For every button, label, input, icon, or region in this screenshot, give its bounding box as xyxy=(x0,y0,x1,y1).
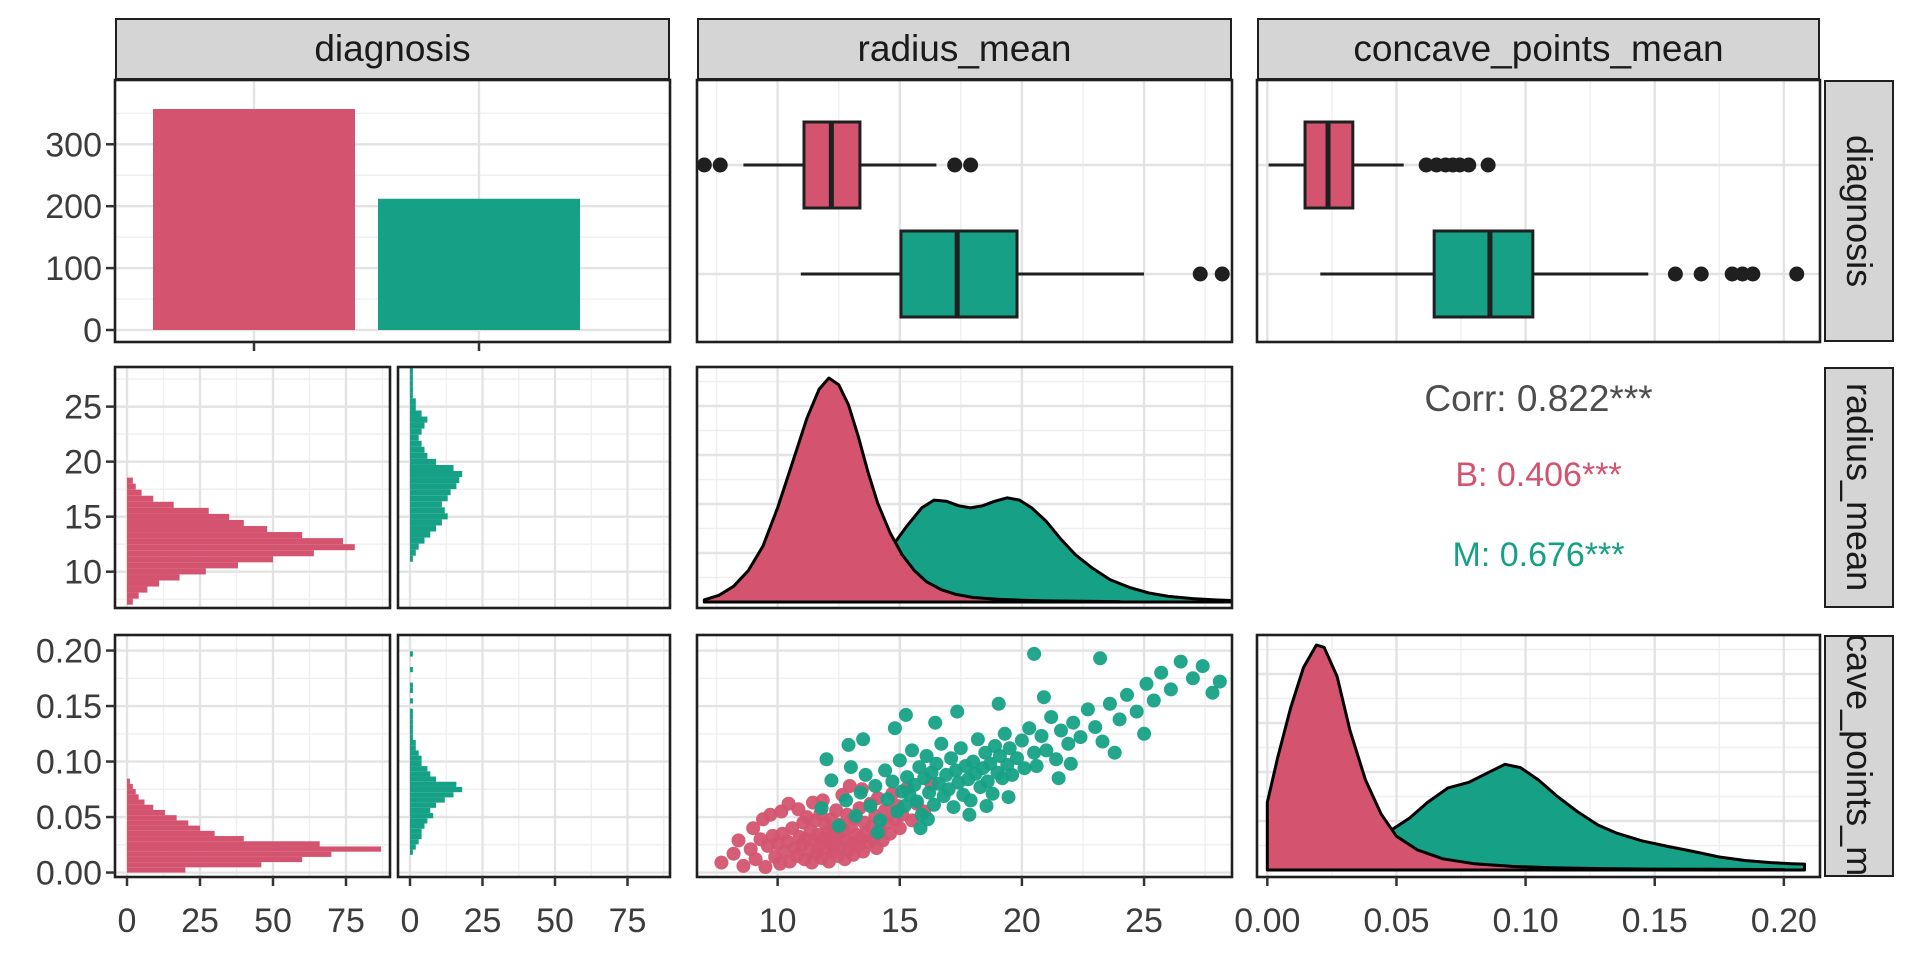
svg-text:0.05: 0.05 xyxy=(36,799,102,837)
density-curve-B xyxy=(1265,643,1786,872)
corr-malignant-label: M: 0.676*** xyxy=(1452,536,1625,574)
strip-right-radius-mean: radius_mean xyxy=(1824,367,1894,608)
strip-label: concave_points_mean xyxy=(1839,635,1880,877)
panel-radius-boxplots xyxy=(695,78,1234,344)
svg-text:0.15: 0.15 xyxy=(36,688,102,726)
svg-text:200: 200 xyxy=(45,188,102,226)
histogram-bars-M xyxy=(410,368,463,562)
strip-top-concave-points-mean: concave_points_mean xyxy=(1257,18,1820,80)
svg-text:15: 15 xyxy=(64,499,102,537)
strip-label: diagnosis xyxy=(314,28,471,69)
svg-text:0.00: 0.00 xyxy=(36,855,102,893)
strip-label: radius_mean xyxy=(857,28,1072,69)
boxplot-M xyxy=(1320,229,1805,319)
svg-text:10: 10 xyxy=(759,902,797,940)
scatter-points-B xyxy=(714,776,939,874)
panel-radius-hist-facet-B xyxy=(113,365,392,610)
boxplot-B xyxy=(1268,120,1496,210)
svg-text:0.10: 0.10 xyxy=(36,744,102,782)
scatter-points-M xyxy=(814,646,1227,840)
svg-text:0.10: 0.10 xyxy=(1492,902,1558,940)
corr-overall-label: Corr: 0.822*** xyxy=(1424,378,1653,419)
density-curve-B xyxy=(702,376,1122,604)
strip-top-radius-mean: radius_mean xyxy=(697,18,1232,80)
svg-text:75: 75 xyxy=(327,902,365,940)
histogram-bars-B xyxy=(127,778,382,873)
strip-right-diagnosis: diagnosis xyxy=(1824,80,1894,342)
svg-text:20: 20 xyxy=(64,444,102,482)
panel-radius-density xyxy=(695,365,1234,610)
svg-text:50: 50 xyxy=(254,902,292,940)
strip-top-diagnosis: diagnosis xyxy=(115,18,670,80)
svg-text:100: 100 xyxy=(45,250,102,288)
svg-text:25: 25 xyxy=(181,902,219,940)
svg-text:25: 25 xyxy=(464,902,502,940)
panel-concave-density xyxy=(1255,633,1822,879)
panel-concave-hist-facet-B xyxy=(113,633,392,879)
svg-text:300: 300 xyxy=(45,126,102,164)
svg-text:0.00: 0.00 xyxy=(1234,902,1300,940)
svg-text:0: 0 xyxy=(83,312,102,350)
corr-benign-label: B: 0.406*** xyxy=(1455,456,1622,494)
svg-text:25: 25 xyxy=(1125,902,1163,940)
svg-text:0.20: 0.20 xyxy=(36,633,102,671)
svg-text:0.20: 0.20 xyxy=(1751,902,1817,940)
svg-text:0: 0 xyxy=(401,902,420,940)
svg-text:0: 0 xyxy=(118,902,137,940)
svg-text:25: 25 xyxy=(64,389,102,427)
histogram-bars-B xyxy=(127,477,355,605)
svg-text:10: 10 xyxy=(64,554,102,592)
panel-radius-hist-facet-M xyxy=(396,365,672,610)
svg-text:75: 75 xyxy=(609,902,647,940)
bar-count-B xyxy=(153,109,355,330)
svg-text:0.15: 0.15 xyxy=(1622,902,1688,940)
bar-count-M xyxy=(378,198,580,330)
strip-right-concave-points-mean: concave_points_mean xyxy=(1824,635,1894,877)
svg-text:15: 15 xyxy=(881,902,919,940)
panel-diagnosis-bar xyxy=(113,78,672,351)
panel-concave-boxplots xyxy=(1255,78,1822,344)
svg-text:20: 20 xyxy=(1003,902,1041,940)
strip-label: radius_mean xyxy=(1839,383,1880,592)
panel-concave-hist-facet-M xyxy=(396,633,672,879)
strip-label: concave_points_mean xyxy=(1353,28,1724,69)
histogram-bars-M xyxy=(410,651,463,855)
strip-label: diagnosis xyxy=(1839,134,1880,288)
svg-text:0.05: 0.05 xyxy=(1363,902,1429,940)
panel-scatter-radius-vs-concave xyxy=(695,633,1234,879)
boxplot-M xyxy=(800,229,1230,319)
svg-text:50: 50 xyxy=(536,902,574,940)
boxplot-B xyxy=(696,120,979,210)
